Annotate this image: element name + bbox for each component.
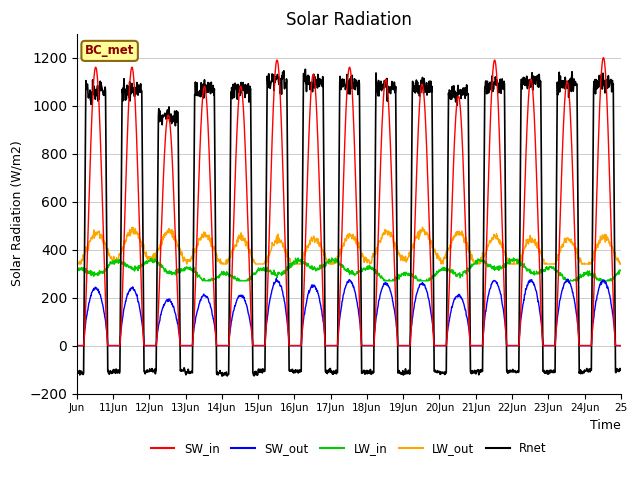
SW_out [616, 343, 624, 348]
Rnet [301, 66, 309, 72]
Rnet [255, 369, 263, 374]
SW_out [255, 343, 262, 348]
SW_out [433, 343, 441, 348]
LW_in [73, 269, 81, 275]
LW_out [616, 261, 624, 267]
LW_out [180, 255, 188, 261]
LW_out [433, 255, 441, 261]
Rnet [553, 177, 561, 183]
SW_out [504, 343, 512, 348]
Line: LW_out: LW_out [77, 227, 620, 264]
LW_in [504, 259, 512, 265]
Y-axis label: Solar Radiation (W/m2): Solar Radiation (W/m2) [11, 141, 24, 287]
LW_in [180, 266, 188, 272]
LW_out [194, 240, 202, 246]
SW_out [180, 343, 188, 348]
SW_in [552, 335, 559, 340]
LW_out [255, 261, 262, 267]
Rnet [180, 366, 188, 372]
Rnet [434, 368, 442, 373]
Rnet [505, 370, 513, 375]
Line: Rnet: Rnet [77, 69, 620, 376]
Rnet [73, 371, 81, 377]
X-axis label: Time: Time [590, 419, 621, 432]
SW_out [194, 307, 202, 313]
LW_out [419, 224, 426, 230]
SW_in [73, 343, 81, 348]
LW_in [433, 270, 441, 276]
SW_in [255, 343, 262, 348]
SW_out [273, 276, 280, 281]
SW_in [600, 55, 607, 60]
SW_in [194, 212, 202, 217]
Title: Solar Radiation: Solar Radiation [286, 11, 412, 29]
LW_in [255, 266, 263, 272]
SW_in [433, 343, 441, 348]
LW_in [509, 255, 517, 261]
LW_out [73, 261, 81, 267]
SW_out [552, 326, 560, 332]
Legend: SW_in, SW_out, LW_in, LW_out, Rnet: SW_in, SW_out, LW_in, LW_out, Rnet [146, 437, 552, 460]
LW_in [553, 267, 561, 273]
LW_out [504, 260, 512, 266]
SW_out [73, 343, 81, 348]
SW_in [616, 343, 624, 348]
LW_in [199, 278, 207, 284]
SW_in [180, 343, 188, 348]
Text: BC_met: BC_met [85, 44, 134, 58]
Rnet [194, 90, 202, 96]
Rnet [218, 373, 226, 379]
SW_in [504, 343, 512, 348]
Line: SW_out: SW_out [77, 278, 620, 346]
LW_out [552, 259, 560, 265]
LW_in [616, 268, 624, 274]
Rnet [616, 367, 624, 373]
LW_in [194, 274, 202, 279]
Line: SW_in: SW_in [77, 58, 620, 346]
Line: LW_in: LW_in [77, 258, 620, 281]
